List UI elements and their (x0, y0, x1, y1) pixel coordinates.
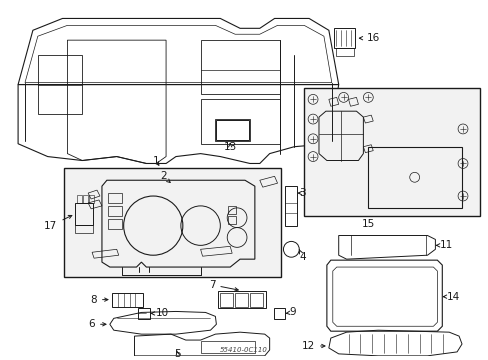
Text: 55410-0C110: 55410-0C110 (220, 347, 267, 353)
Bar (200, 341, 254, 353)
Text: 7: 7 (208, 280, 238, 291)
Bar (108, 193, 122, 203)
Bar (215, 119, 249, 141)
Text: 3: 3 (298, 188, 305, 198)
Bar (335, 48, 353, 56)
Text: 10: 10 (150, 309, 169, 319)
Bar (367, 147, 461, 208)
Bar (108, 219, 122, 229)
Bar (235, 293, 247, 306)
Text: 4: 4 (299, 249, 305, 262)
Text: 11: 11 (435, 240, 452, 250)
Text: 1: 1 (153, 157, 159, 166)
Bar (77, 195, 82, 203)
Text: 16: 16 (359, 33, 379, 43)
Bar (273, 307, 285, 319)
Text: 5: 5 (174, 349, 181, 359)
Bar (218, 291, 265, 309)
Text: 6: 6 (88, 319, 106, 329)
Bar (38, 55, 82, 114)
Bar (112, 293, 143, 306)
Bar (285, 186, 297, 226)
Bar (249, 293, 262, 306)
Text: 13: 13 (223, 142, 236, 152)
Bar (75, 225, 93, 233)
Bar (75, 203, 93, 225)
Text: 14: 14 (443, 292, 460, 302)
Bar (89, 195, 94, 203)
Bar (83, 195, 88, 203)
Bar (216, 120, 248, 140)
Bar (304, 87, 479, 216)
Text: 8: 8 (90, 294, 108, 305)
Bar (64, 168, 281, 277)
Text: 2: 2 (160, 171, 170, 183)
Text: 15: 15 (361, 219, 374, 229)
Bar (200, 99, 279, 144)
Bar (220, 293, 233, 306)
Bar (108, 206, 122, 216)
Bar (138, 307, 150, 319)
Text: 17: 17 (44, 215, 72, 231)
Bar (333, 28, 355, 48)
Text: 12: 12 (301, 341, 325, 351)
Bar (228, 206, 236, 214)
Bar (228, 216, 236, 224)
Text: 9: 9 (285, 307, 295, 318)
Bar (200, 40, 279, 94)
